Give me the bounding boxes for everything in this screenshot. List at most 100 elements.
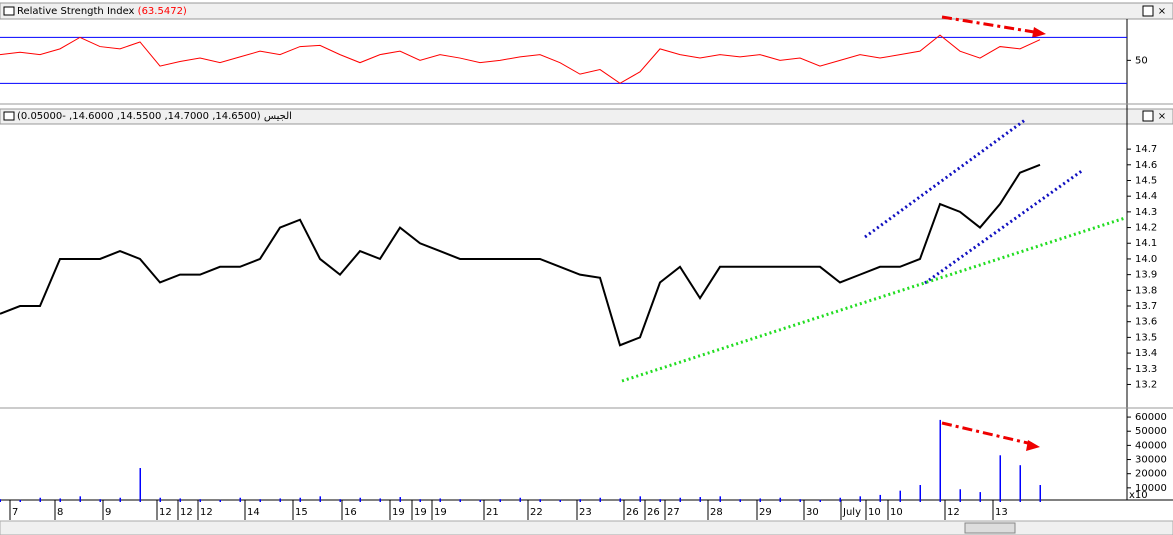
volume-bar bbox=[239, 497, 241, 502]
channel-line bbox=[864, 118, 1026, 239]
volume-bar bbox=[339, 499, 341, 502]
rsi-title: Relative Strength Index (63.5472) bbox=[17, 6, 187, 17]
close-button[interactable]: × bbox=[1158, 6, 1166, 17]
maximize-button[interactable] bbox=[1142, 110, 1154, 122]
scrollbar[interactable] bbox=[0, 520, 1173, 535]
y-tick-label: 50000 bbox=[1135, 426, 1167, 437]
y-tick-label: 13.3 bbox=[1135, 364, 1157, 375]
x-tick-label: 7 bbox=[12, 507, 18, 518]
volume-bar bbox=[699, 497, 701, 502]
volume-bar bbox=[539, 499, 541, 502]
plot: 50 13.2 13.3 13.4 13.5 13.6 13.7 13.8 13.9 14.0 14… bbox=[0, 34, 1167, 520]
y-tick-label: 30000 bbox=[1135, 455, 1167, 466]
price-title: الجيس (14.6500, 14.7000, 14.5500, 14.600… bbox=[17, 111, 292, 122]
volume-bar bbox=[439, 498, 441, 502]
arrow-annotation bbox=[941, 421, 1033, 446]
y-tick-label: 13.5 bbox=[1135, 332, 1157, 343]
y-tick-label: 14.2 bbox=[1135, 223, 1157, 234]
volume-bar bbox=[999, 455, 1001, 502]
volume-bar bbox=[939, 419, 941, 502]
volume-bar bbox=[0, 499, 1, 502]
x-tick-label: 26 bbox=[647, 507, 660, 518]
volume-bar bbox=[79, 496, 81, 502]
x-tick-label: 19 bbox=[414, 507, 427, 518]
volume-bar bbox=[739, 499, 741, 502]
rsi-value: (63.5472) bbox=[138, 6, 187, 17]
volume-bar bbox=[859, 496, 861, 502]
rsi-name: Relative Strength Index bbox=[17, 6, 135, 17]
y-tick-label: 13.2 bbox=[1135, 379, 1157, 390]
volume-bar bbox=[959, 489, 961, 502]
y-tick-label: 14.1 bbox=[1135, 238, 1157, 249]
x-tick-label: 15 bbox=[295, 507, 308, 518]
y-tick-label: 40000 bbox=[1135, 440, 1167, 451]
volume-bar bbox=[879, 494, 881, 502]
volume-bar bbox=[319, 496, 321, 502]
volume-bar bbox=[819, 499, 821, 502]
x-tick-label: 9 bbox=[105, 507, 111, 518]
x-tick-label: 12 bbox=[200, 507, 213, 518]
y-tick-label: 13.4 bbox=[1135, 348, 1157, 359]
price-values: (14.6500, 14.7000, 14.5500, 14.6000, -0.… bbox=[17, 111, 261, 122]
volume-bar bbox=[419, 499, 421, 502]
volume-bar bbox=[499, 499, 501, 502]
x-tick-label: 10 bbox=[868, 507, 881, 518]
volume-bar bbox=[39, 497, 41, 502]
volume-bar bbox=[519, 497, 521, 502]
volume-bar bbox=[139, 468, 141, 502]
volume-bar bbox=[179, 498, 181, 502]
channel-line bbox=[924, 168, 1084, 285]
y-tick-label: 14.4 bbox=[1135, 191, 1157, 202]
y-tick-label: 60000 bbox=[1135, 412, 1167, 423]
volume-bar bbox=[299, 497, 301, 502]
series-line bbox=[0, 34, 1041, 84]
close-button[interactable]: × bbox=[1158, 111, 1166, 122]
volume-bar bbox=[159, 497, 161, 502]
x-tick-label: 30 bbox=[806, 507, 819, 518]
x-tick-label: 26 bbox=[626, 507, 639, 518]
x-tick-label: 16 bbox=[344, 507, 357, 518]
volume-bar bbox=[979, 492, 981, 502]
arrow-annotation bbox=[941, 15, 1041, 35]
volume-bar bbox=[639, 496, 641, 502]
volume-bar bbox=[399, 497, 401, 502]
y-tick-label: 13.9 bbox=[1135, 270, 1157, 281]
maximize-button[interactable] bbox=[1142, 5, 1154, 17]
y-tick-label: 13.8 bbox=[1135, 285, 1157, 296]
volume-bar bbox=[1039, 485, 1041, 502]
volume-bar bbox=[559, 499, 561, 502]
scroll-thumb[interactable] bbox=[964, 522, 1016, 534]
x-tick-label: 19 bbox=[392, 507, 405, 518]
y-tick-label: 13.7 bbox=[1135, 301, 1157, 312]
volume-bar bbox=[459, 499, 461, 502]
window-buttons[interactable]: × × bbox=[1142, 5, 1166, 122]
volume-bar bbox=[359, 497, 361, 502]
x-tick-label: 22 bbox=[530, 507, 543, 518]
volume-bar bbox=[799, 499, 801, 502]
y-tick-label: 13.6 bbox=[1135, 317, 1157, 328]
y-tick-label: 14.3 bbox=[1135, 207, 1157, 218]
volume-bar bbox=[199, 499, 201, 502]
y-tick-label: 14.6 bbox=[1135, 160, 1157, 171]
volume-bar bbox=[119, 497, 121, 502]
arrow-head bbox=[1032, 27, 1046, 38]
rsi-header bbox=[0, 2, 1173, 20]
price-name: الجيس bbox=[264, 111, 292, 122]
x-tick-label: 8 bbox=[57, 507, 63, 518]
panel-icon bbox=[3, 6, 15, 16]
y-tick-label: 20000 bbox=[1135, 469, 1167, 480]
volume-bar bbox=[219, 499, 221, 502]
y-tick-label: 14.5 bbox=[1135, 175, 1157, 186]
x-tick-label: 10 bbox=[890, 507, 903, 518]
panel-icon bbox=[3, 111, 15, 121]
x-tick-label: 13 bbox=[995, 507, 1008, 518]
y-tick-label: 50 bbox=[1135, 55, 1148, 66]
volume-bar bbox=[1019, 465, 1021, 502]
unit-label: x10 bbox=[1129, 490, 1148, 501]
x-tick-label: 29 bbox=[759, 507, 772, 518]
x-tick-label: 23 bbox=[579, 507, 592, 518]
volume-bar bbox=[19, 499, 21, 502]
volume-bar bbox=[659, 499, 661, 502]
